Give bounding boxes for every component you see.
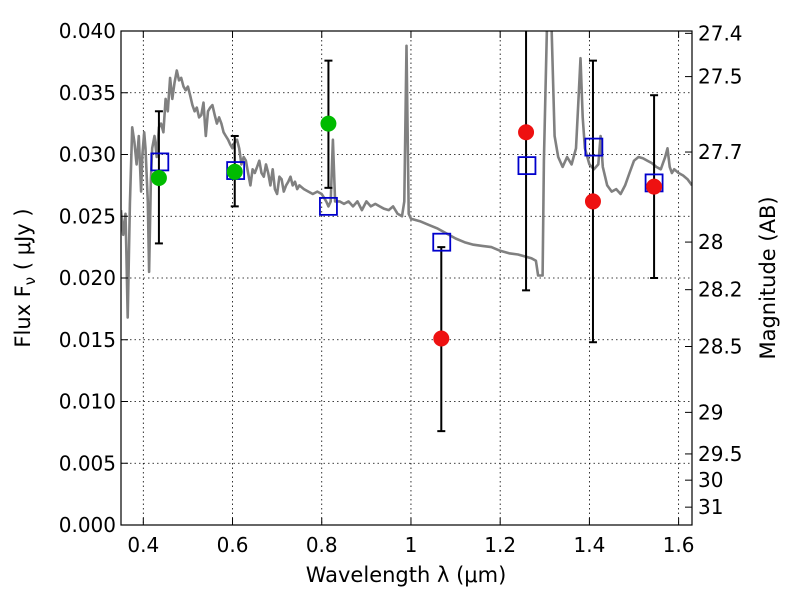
model-spectrum-layer: [121, 31, 692, 319]
green-point-marker: [226, 163, 243, 180]
y2-axis-title: Magnitude (AB): [756, 196, 780, 359]
red-point-marker: [518, 124, 535, 141]
model-square-marker: [319, 196, 338, 216]
x-tick-label: 0.8: [306, 533, 338, 557]
model-spectrum-line: [121, 31, 692, 319]
y2-tick-label: 30: [698, 468, 723, 492]
axis-ticks: 0.4 0.6 0.8 1 1.2 1.4 1.6 0.000 0.005 0.010 0.015 0…: [59, 19, 743, 557]
grid-lines: [121, 31, 692, 525]
x-axis-title: Wavelength λ (μm): [306, 563, 507, 587]
y-axis-title-subscript: ν: [21, 277, 39, 285]
y-tick-label: 0.000: [59, 513, 116, 537]
y2-tick-label: 27.4: [698, 21, 743, 45]
green-point-marker: [150, 169, 167, 186]
y-tick-label: 0.040: [59, 19, 116, 43]
y2-tick-label: 29: [698, 400, 723, 424]
y-tick-label: 0.030: [59, 143, 116, 167]
y-axis-title: Flux Fν ( μJy ): [11, 208, 39, 347]
model-square-marker: [584, 137, 604, 157]
red-point-marker: [584, 193, 601, 210]
y2-tick-label: 28.5: [698, 334, 743, 358]
red-point-marker: [646, 178, 663, 195]
y-tick-label: 0.005: [59, 451, 116, 475]
x-tick-label: 1: [405, 533, 418, 557]
x-tick-label: 1.6: [663, 533, 695, 557]
markers-layer: [150, 115, 664, 347]
y-tick-label: 0.035: [59, 81, 116, 105]
y2-tick-label: 27.7: [698, 140, 743, 164]
green-point-marker: [320, 115, 337, 132]
y2-tick-label: 27.5: [698, 65, 743, 89]
y-axis-title-unit: ( μJy ): [11, 208, 35, 276]
y-tick-label: 0.020: [59, 266, 116, 290]
x-tick-label: 1.4: [573, 533, 605, 557]
x-tick-label: 1.2: [484, 533, 516, 557]
y-tick-label: 0.015: [59, 328, 116, 352]
x-tick-label: 0.4: [127, 533, 159, 557]
y2-tick-label: 31: [698, 495, 723, 519]
x-tick-label: 0.6: [217, 533, 249, 557]
red-point-marker: [433, 330, 450, 347]
y2-tick-label: 28.2: [698, 278, 743, 302]
y-tick-label: 0.025: [59, 204, 116, 228]
y2-tick-label: 28: [698, 230, 723, 254]
model-square-marker: [432, 232, 452, 252]
y-tick-label: 0.010: [59, 390, 116, 414]
y-axis-title-main: Flux F: [11, 285, 35, 347]
y2-tick-label: 29.5: [698, 442, 743, 466]
model-square-marker: [517, 156, 537, 176]
